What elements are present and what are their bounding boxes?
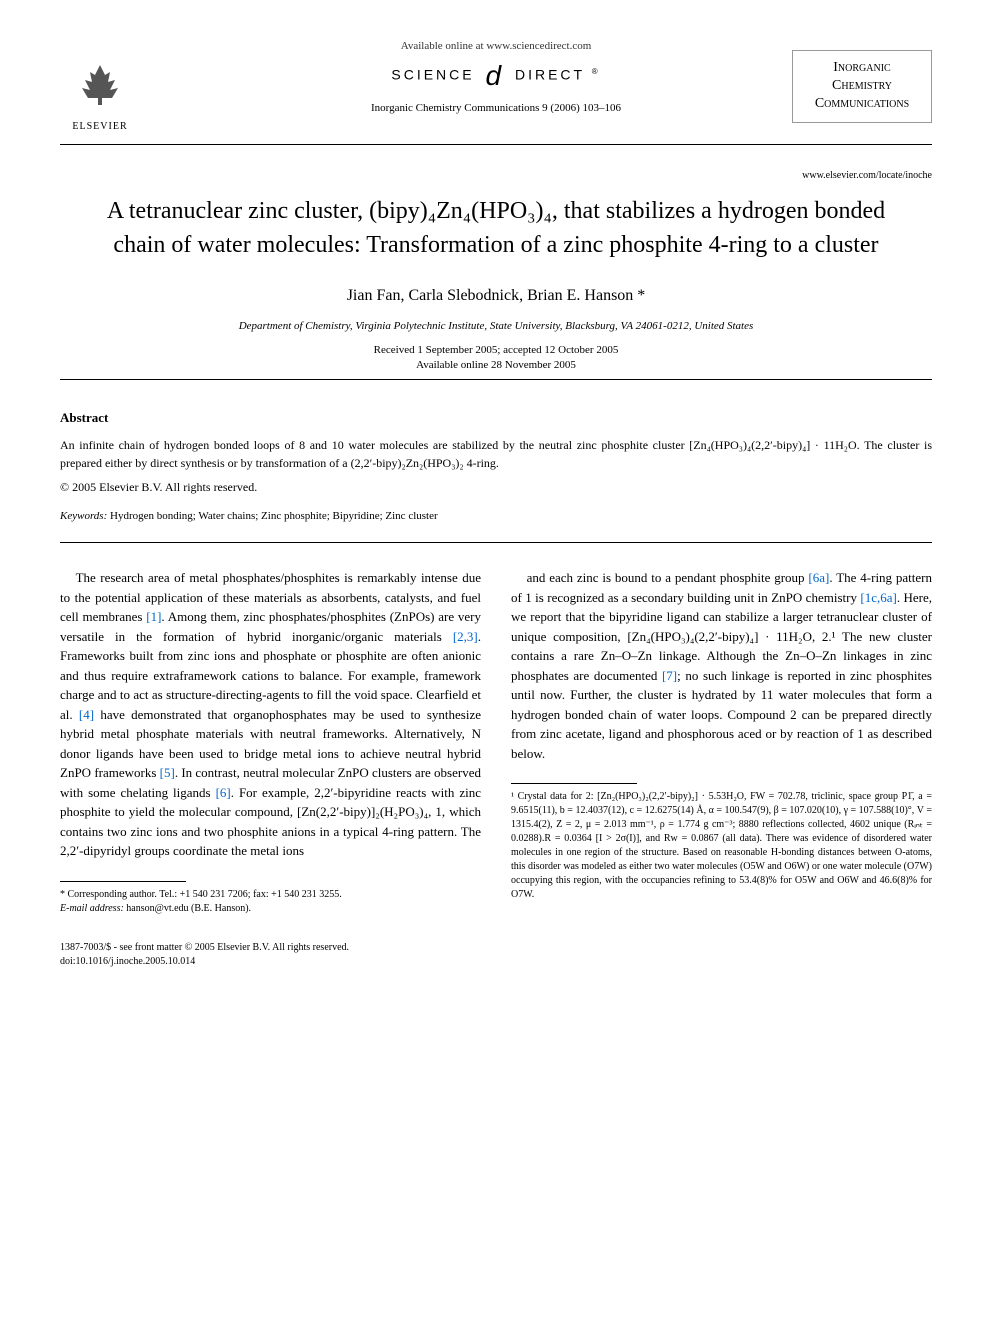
elsevier-text: ELSEVIER xyxy=(60,121,140,132)
footnote-divider-left xyxy=(60,881,186,882)
body-paragraph-2: and each zinc is bound to a pendant phos… xyxy=(511,568,932,763)
elsevier-tree-icon xyxy=(60,60,140,117)
citation-link[interactable]: [5] xyxy=(160,765,175,780)
issn-line: 1387-7003/$ - see front matter © 2005 El… xyxy=(60,941,932,955)
keywords-text: Hydrogen bonding; Water chains; Zinc pho… xyxy=(110,510,438,522)
abstract-text: An infinite chain of hydrogen bonded loo… xyxy=(60,436,932,472)
corresponding-tel: * Corresponding author. Tel.: +1 540 231… xyxy=(60,888,481,902)
citation-link[interactable]: [6a] xyxy=(808,570,829,585)
title-divider xyxy=(60,379,932,380)
header-divider xyxy=(60,144,932,145)
sd-reg-icon: ® xyxy=(592,67,601,76)
citation-link[interactable]: [1c,6a] xyxy=(860,590,896,605)
abstract-section: Abstract An infinite chain of hydrogen b… xyxy=(60,410,932,522)
abstract-copyright: © 2005 Elsevier B.V. All rights reserved… xyxy=(60,480,932,495)
citation-link[interactable]: [1] xyxy=(146,609,161,624)
article-title: A tetranuclear zinc cluster, (bipy)₄Zn₄(… xyxy=(100,195,892,262)
citation-link[interactable]: [7] xyxy=(662,668,677,683)
citation-link[interactable]: [4] xyxy=(79,707,94,722)
email-label: E-mail address: xyxy=(60,903,124,914)
journal-title-logo: Inorganic Chemistry Communications xyxy=(792,50,932,123)
abstract-divider xyxy=(60,542,932,543)
journal-logo-line1: Inorganic xyxy=(801,59,923,77)
journal-logo-line2: Chemistry xyxy=(801,77,923,95)
body-paragraph-1: The research area of metal phosphates/ph… xyxy=(60,568,481,861)
body-columns: The research area of metal phosphates/ph… xyxy=(60,568,932,916)
left-column: The research area of metal phosphates/ph… xyxy=(60,568,481,916)
citation-link[interactable]: [2,3] xyxy=(453,629,478,644)
doi-line: doi:10.1016/j.inoche.2005.10.014 xyxy=(60,955,932,969)
article-header: ELSEVIER Available online at www.science… xyxy=(60,40,932,114)
received-date: Received 1 September 2005; accepted 12 O… xyxy=(60,344,932,356)
authors-list: Jian Fan, Carla Slebodnick, Brian E. Han… xyxy=(60,287,932,305)
sd-text-2: DIRECT xyxy=(515,67,585,83)
footnote-divider-right xyxy=(511,783,637,784)
keywords-label: Keywords: xyxy=(60,510,107,522)
crystal-data-footnote: ¹ Crystal data for 2: [Zn₂(HPO₃)₂(2,2′-b… xyxy=(511,790,932,902)
sd-text-1: SCIENCE xyxy=(391,67,474,83)
right-column: and each zinc is bound to a pendant phos… xyxy=(511,568,932,916)
abstract-heading: Abstract xyxy=(60,410,932,426)
keywords-line: Keywords: Hydrogen bonding; Water chains… xyxy=(60,510,932,522)
corresponding-email: E-mail address: hanson@vt.edu (B.E. Hans… xyxy=(60,902,481,916)
journal-logo-line3: Communications xyxy=(801,95,923,113)
corresponding-author-footnote: * Corresponding author. Tel.: +1 540 231… xyxy=(60,888,481,916)
footer: 1387-7003/$ - see front matter © 2005 El… xyxy=(60,941,932,969)
available-date: Available online 28 November 2005 xyxy=(60,359,932,371)
email-address[interactable]: hanson@vt.edu (B.E. Hanson). xyxy=(126,903,251,914)
journal-url: www.elsevier.com/locate/inoche xyxy=(802,170,932,181)
elsevier-logo: ELSEVIER xyxy=(60,60,140,132)
sd-d-icon: d xyxy=(486,60,505,92)
citation-link[interactable]: [6] xyxy=(216,785,231,800)
affiliation: Department of Chemistry, Virginia Polyte… xyxy=(60,320,932,332)
